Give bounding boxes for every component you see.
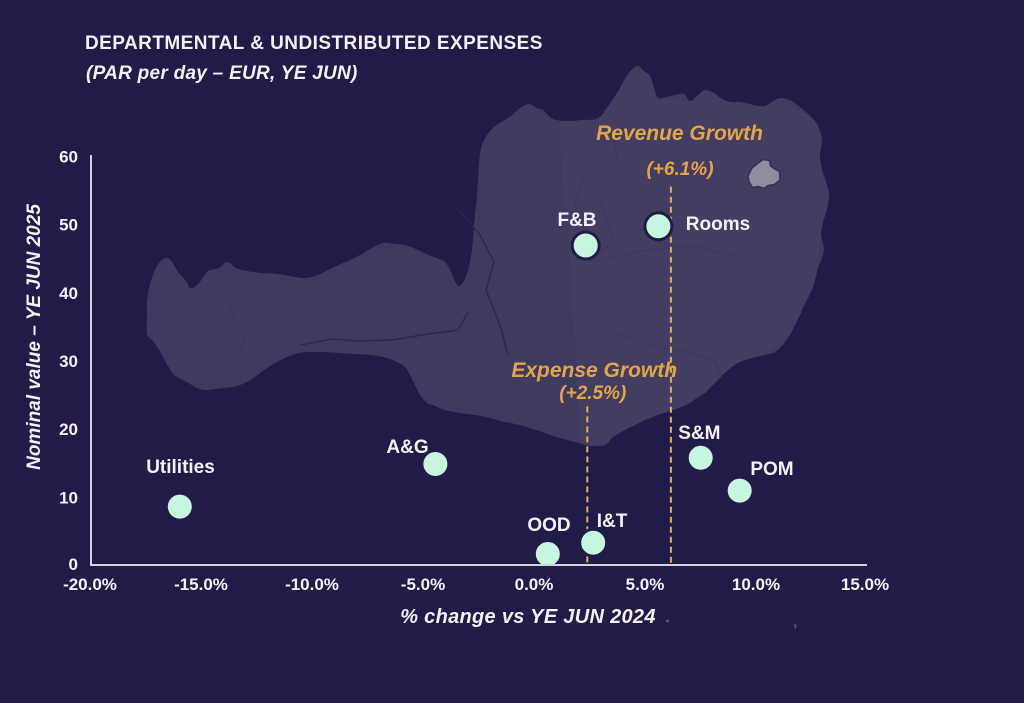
svg-text:% change vs YE JUN 2024: % change vs YE JUN 2024	[400, 606, 656, 628]
svg-text:-10.0%: -10.0%	[285, 575, 339, 594]
svg-text:S&M: S&M	[678, 423, 720, 444]
svg-text:Expense Growth: Expense Growth	[511, 359, 677, 382]
svg-text:DEPARTMENTAL & UNDISTRIBUTED E: DEPARTMENTAL & UNDISTRIBUTED EXPENSES	[85, 33, 543, 54]
svg-text:Revenue Growth: Revenue Growth	[596, 122, 763, 145]
svg-text:5.0%: 5.0%	[626, 575, 665, 594]
svg-text:(+2.5%): (+2.5%)	[559, 383, 626, 404]
svg-text:(+6.1%): (+6.1%)	[646, 159, 713, 180]
svg-text:A&G: A&G	[386, 437, 428, 458]
svg-text:Nominal value – YE JUN 2025: Nominal value – YE JUN 2025	[24, 204, 45, 470]
svg-text:20: 20	[59, 420, 78, 439]
svg-text:-20.0%: -20.0%	[63, 575, 117, 594]
svg-text:-15.0%: -15.0%	[174, 575, 228, 594]
svg-text:(PAR per day – EUR, YE JUN): (PAR per day – EUR, YE JUN)	[86, 63, 358, 84]
svg-text:15.0%: 15.0%	[841, 575, 889, 594]
svg-text:10: 10	[59, 488, 78, 507]
svg-text:0: 0	[69, 555, 78, 574]
svg-text:40: 40	[59, 284, 78, 303]
svg-text:60: 60	[59, 148, 78, 167]
svg-text:OOD: OOD	[527, 515, 570, 536]
svg-text:30: 30	[59, 352, 78, 371]
svg-text:Utilities: Utilities	[146, 457, 215, 478]
svg-text:10.0%: 10.0%	[732, 575, 780, 594]
svg-text:0.0%: 0.0%	[515, 575, 554, 594]
svg-text:POM: POM	[750, 459, 793, 480]
svg-text:50: 50	[59, 216, 78, 235]
svg-text:I&T: I&T	[597, 511, 628, 532]
svg-text:-5.0%: -5.0%	[401, 575, 445, 594]
svg-text:F&B: F&B	[557, 210, 596, 231]
svg-text:Rooms: Rooms	[686, 214, 750, 235]
